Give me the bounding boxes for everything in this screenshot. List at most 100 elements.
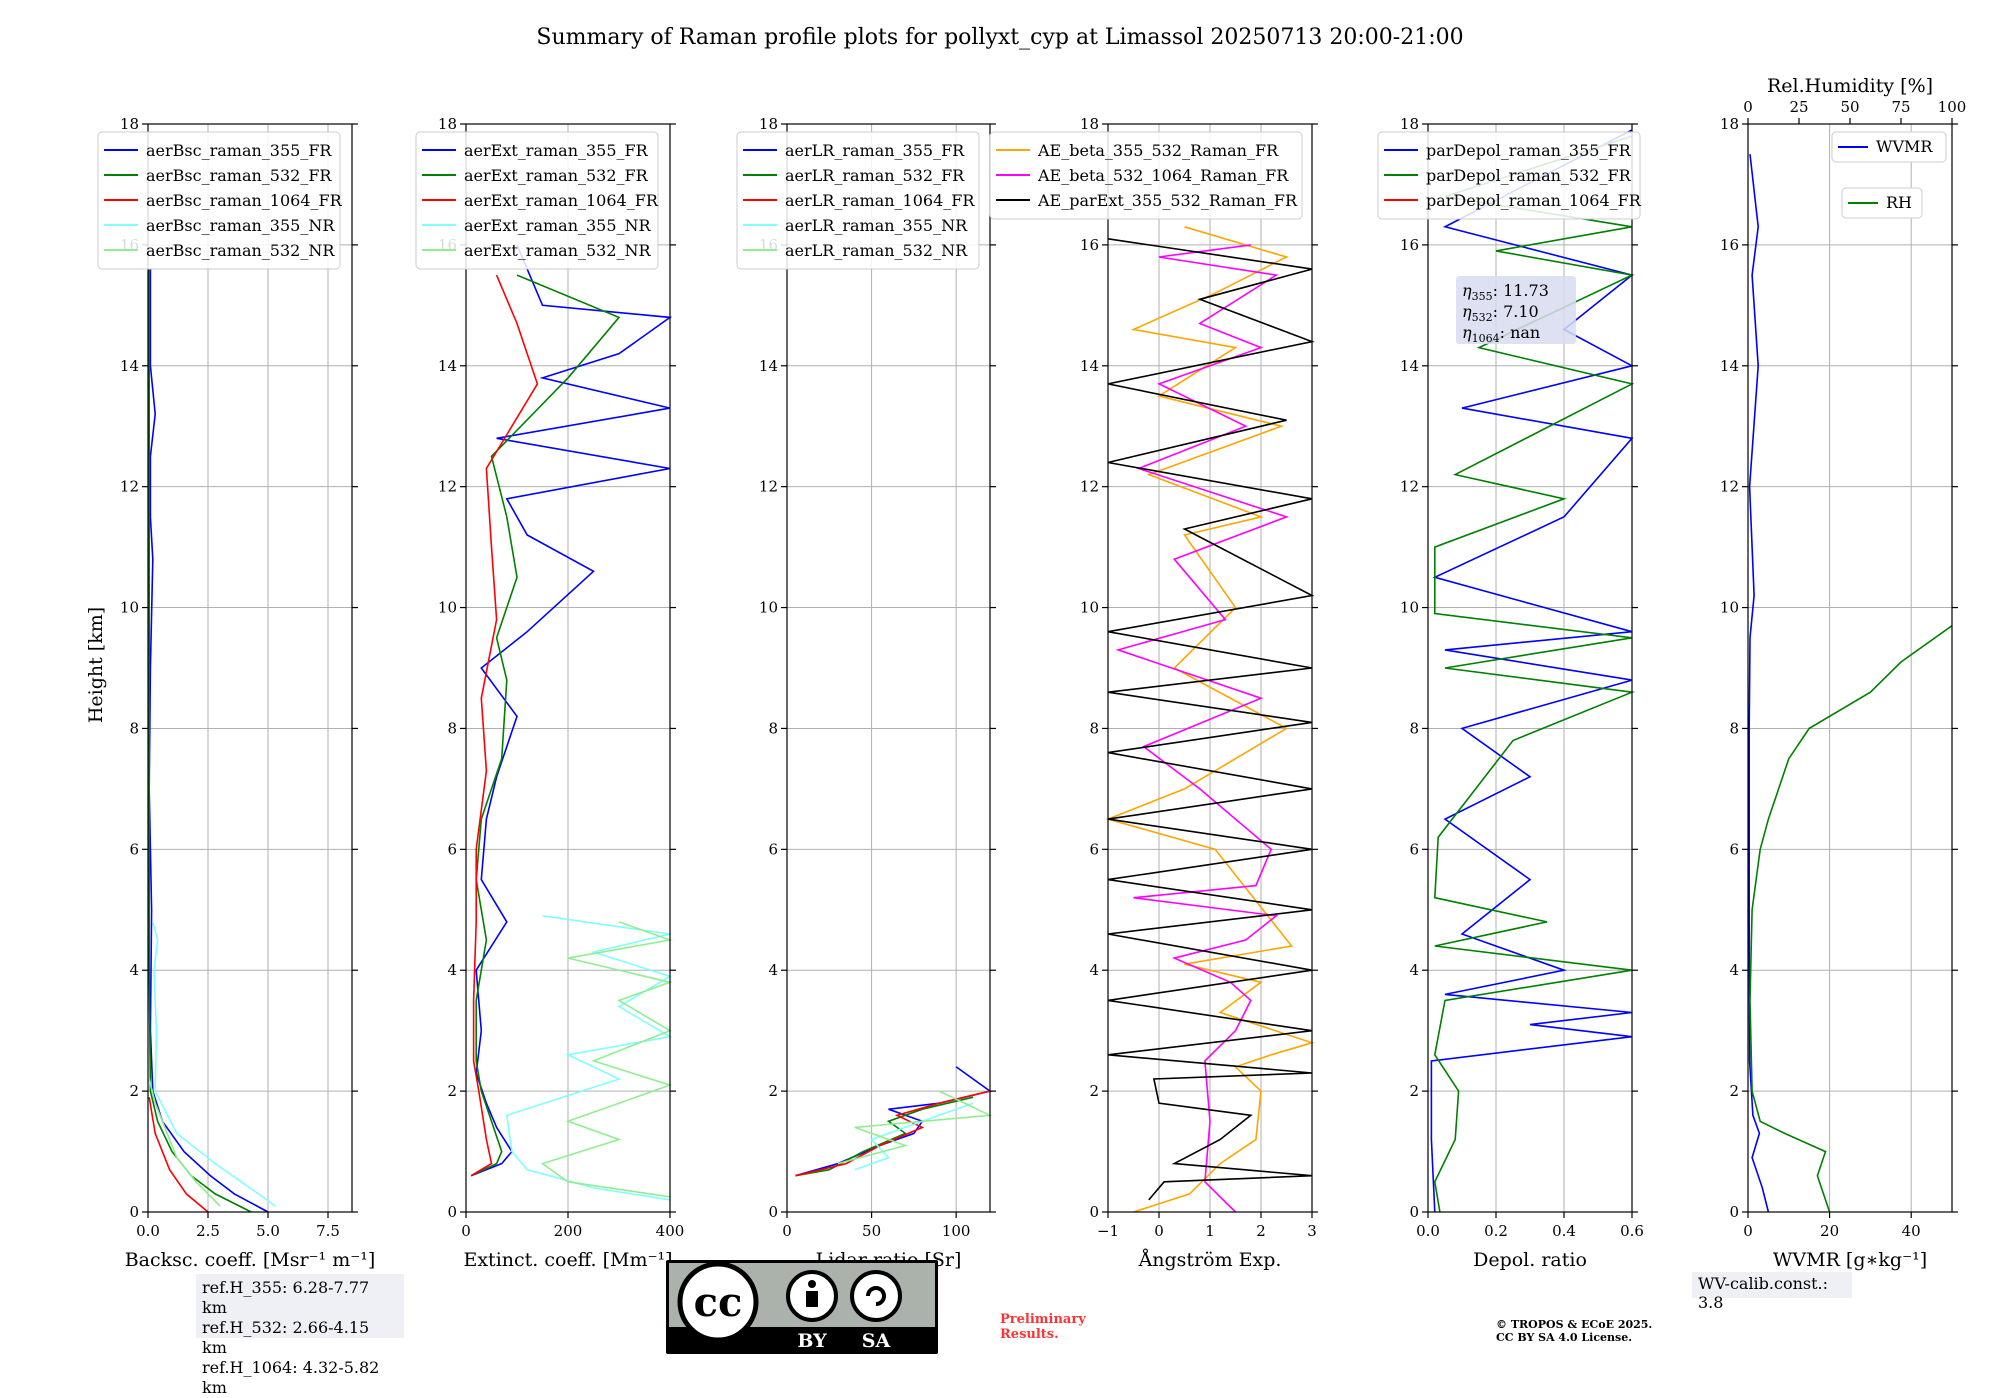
y-tick-label: 8 (447, 719, 457, 737)
x-axis-label: Depol. ratio (1473, 1249, 1587, 1271)
y-tick-label: 2 (1729, 1082, 1739, 1100)
share-alike-icon (850, 1270, 902, 1322)
legend-label: AE_beta_355_532_Raman_FR (1037, 141, 1279, 160)
y-tick-label: 4 (1089, 961, 1099, 979)
preliminary-line-1: Preliminary (1000, 1312, 1086, 1327)
x2-axis-label: Rel.Humidity [%] (1767, 75, 1933, 97)
eta-value: : nan (1500, 323, 1541, 342)
x-tick-label: 40 (1902, 1222, 1921, 1240)
x-tick-label: 400 (656, 1222, 685, 1240)
legend-label: aerBsc_raman_355_FR (146, 141, 332, 160)
y-tick-label: 4 (1409, 961, 1419, 979)
y-tick-label: 10 (759, 599, 778, 617)
y-tick-label: 0 (129, 1203, 139, 1221)
y-tick-label: 10 (1720, 599, 1739, 617)
legend-label: aerExt_raman_532_FR (464, 166, 649, 185)
y-tick-label: 4 (1729, 961, 1739, 979)
x-axis-label: Ångström Exp. (1138, 1249, 1282, 1271)
y-tick-label: 2 (1409, 1082, 1419, 1100)
panel-3: 024681012141618050100Lidar ratio [Sr]aer… (736, 115, 996, 1271)
x-tick-label: 200 (554, 1222, 583, 1240)
x-tick-label: 0.0 (136, 1222, 160, 1240)
legend-label: parDepol_raman_1064_FR (1426, 191, 1642, 210)
y-tick-label: 4 (447, 961, 457, 979)
legend-label: aerLR_raman_532_FR (785, 166, 965, 185)
y-tick-label: 8 (1729, 719, 1739, 737)
y-tick-label: 10 (1400, 599, 1419, 617)
series-line-aerBsc_raman_355_NR (152, 921, 276, 1207)
reference-heights-box: ref.H_355: 6.28-7.77 km ref.H_532: 2.66-… (196, 1274, 404, 1397)
cc-icon (677, 1261, 759, 1343)
x-axis-label: Backsc. coeff. [Msr⁻¹ m⁻¹] (125, 1249, 376, 1271)
legend-label: aerBsc_raman_532_NR (146, 241, 335, 260)
y-tick-label: 6 (1089, 840, 1099, 858)
x-tick-label: 0.2 (1484, 1222, 1508, 1240)
series-line-AE_parExt_355_532_Raman_FR (1107, 238, 1315, 1201)
y-tick-label: 8 (129, 719, 139, 737)
x-tick-label: 7.5 (316, 1222, 340, 1240)
legend-label: parDepol_raman_355_FR (1426, 141, 1632, 160)
eta-annotation-line: η355: 11.73 (1462, 281, 1549, 303)
x-tick-label: −1 (1097, 1222, 1119, 1240)
x-tick-label: 0.0 (1416, 1222, 1440, 1240)
preliminary-note: Preliminary Results. (1000, 1312, 1086, 1342)
y-tick-label: 6 (1729, 840, 1739, 858)
wv-calib-box: WV-calib.const.: 3.8 (1692, 1272, 1852, 1312)
y-tick-label: 12 (438, 478, 457, 496)
x2-tick-label: 25 (1789, 98, 1808, 116)
axes-frame (1427, 123, 1633, 1213)
figure-title: Summary of Raman profile plots for polly… (536, 25, 1463, 50)
x-axis-label: Extinct. coeff. [Mm⁻¹] (463, 1249, 672, 1271)
y-tick-label: 18 (1080, 115, 1099, 133)
legend-box (736, 131, 980, 270)
y-tick-label: 14 (1720, 357, 1739, 375)
y-tick-label: 18 (1400, 115, 1419, 133)
series-line-aerBsc_raman_532_NR (148, 1078, 221, 1207)
ref-height-1064: ref.H_1064: 4.32-5.82 km (202, 1358, 380, 1397)
x-tick-label: 3 (1307, 1222, 1317, 1240)
x-tick-label: 0 (782, 1222, 792, 1240)
series-line-WVMR (1748, 154, 1770, 1213)
y-tick-label: 6 (1409, 840, 1419, 858)
legend-label: aerLR_raman_355_NR (785, 216, 968, 235)
legend-label: AE_parExt_355_532_Raman_FR (1037, 191, 1298, 210)
y-tick-label: 14 (438, 357, 457, 375)
preliminary-line-2: Results. (1000, 1327, 1059, 1342)
y-tick-label: 18 (438, 115, 457, 133)
legend-label: aerBsc_raman_1064_FR (146, 191, 343, 210)
series-line-aerExt_raman_355_NR (505, 915, 673, 1201)
y-tick-label: 18 (120, 115, 139, 133)
series-line-AE_beta_355_532_Raman_FR (1105, 226, 1315, 1213)
series-line-aerBsc_raman_355_FR (148, 269, 269, 1213)
cc-by-label: BY (797, 1330, 827, 1352)
legend-label: aerLR_raman_355_FR (785, 141, 965, 160)
series-line-RH (1749, 625, 1953, 1213)
x-tick-label: 100 (942, 1222, 971, 1240)
y-tick-label: 14 (759, 357, 778, 375)
legend-label: AE_beta_532_1064_Raman_FR (1037, 166, 1289, 185)
y-tick-label: 10 (438, 599, 457, 617)
y-tick-label: 4 (768, 961, 778, 979)
x2-tick-label: 100 (1938, 98, 1967, 116)
x-tick-label: 2 (1256, 1222, 1266, 1240)
panel-5: 0 2 4 6 8 10 12 14 16 18 0.0 0.2 0.4 0.6 Depol. ratio p… (1377, 115, 1644, 1271)
y-tick-label: 18 (759, 115, 778, 133)
eta-subscript: 532 (1472, 311, 1493, 324)
x-axis-label: WVMR [g∗kg⁻¹] (1773, 1249, 1927, 1271)
x-tick-label: 20 (1820, 1222, 1839, 1240)
legend-label: aerLR_raman_1064_FR (785, 191, 975, 210)
y-tick-label: 12 (759, 478, 778, 496)
eta-value: : 7.10 (1493, 302, 1539, 321)
eta-annotation-box (1456, 276, 1576, 344)
legend-box (1377, 131, 1641, 220)
x-tick-label: 0.6 (1620, 1222, 1644, 1240)
legend-label: aerBsc_raman_532_FR (146, 166, 332, 185)
x-tick-label: 2.5 (196, 1222, 220, 1240)
y-tick-label: 0 (1089, 1203, 1099, 1221)
legend-box (415, 131, 659, 270)
figure-canvas: Summary of Raman profile plots for polly… (85, 25, 1966, 1354)
y-tick-label: 6 (447, 840, 457, 858)
series-line-aerBsc_raman_1064_FR (148, 1097, 209, 1213)
